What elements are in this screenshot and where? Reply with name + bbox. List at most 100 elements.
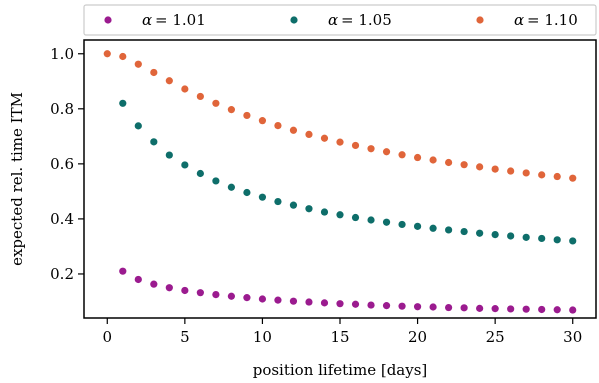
series-3 xyxy=(103,50,577,182)
data-point xyxy=(227,183,235,191)
legend-entry: α = 1.10 xyxy=(476,11,578,29)
data-point xyxy=(367,216,375,224)
data-point xyxy=(336,211,344,219)
data-point xyxy=(398,220,406,229)
data-point xyxy=(150,68,158,77)
data-point xyxy=(119,267,127,275)
data-point xyxy=(165,284,173,292)
data-point xyxy=(522,169,530,177)
series-2 xyxy=(119,99,577,245)
data-point xyxy=(569,237,577,245)
data-points xyxy=(103,50,577,314)
legend-symbol: α xyxy=(142,11,152,29)
data-point xyxy=(569,174,577,182)
x-tick-label: 15 xyxy=(330,328,349,346)
data-point xyxy=(553,172,561,181)
x-tick-label: 20 xyxy=(408,328,427,346)
data-point xyxy=(320,134,329,142)
data-point xyxy=(336,300,344,308)
data-point xyxy=(382,218,391,226)
data-point xyxy=(445,303,453,312)
data-point xyxy=(413,222,422,230)
series-1 xyxy=(119,267,577,314)
data-point xyxy=(382,302,391,310)
legend-marker xyxy=(104,16,112,24)
x-tick-label: 0 xyxy=(102,328,112,346)
data-point xyxy=(460,227,468,236)
data-point xyxy=(212,177,220,185)
x-tick-label: 30 xyxy=(563,328,582,346)
data-point xyxy=(289,201,298,209)
data-point xyxy=(491,305,499,313)
plot-frame xyxy=(83,39,597,319)
y-axis-label: expected rel. time ITM xyxy=(8,92,26,266)
data-point xyxy=(507,232,515,240)
data-point xyxy=(181,161,189,169)
data-point xyxy=(460,304,468,312)
data-point xyxy=(522,305,530,313)
data-point xyxy=(196,92,204,101)
data-point xyxy=(119,52,127,61)
data-point xyxy=(522,233,530,241)
data-point xyxy=(351,213,360,222)
data-point xyxy=(165,77,173,85)
data-point xyxy=(258,295,267,303)
data-point xyxy=(305,298,313,306)
data-point xyxy=(336,138,344,146)
legend-label: = 1.10 xyxy=(527,11,578,29)
data-point xyxy=(289,126,298,134)
data-point xyxy=(227,106,235,114)
data-point xyxy=(445,158,453,167)
data-point xyxy=(382,148,391,156)
data-point xyxy=(476,229,484,237)
data-point xyxy=(367,145,375,153)
data-point xyxy=(553,236,561,244)
legend-symbol: α xyxy=(514,11,524,29)
data-point xyxy=(119,99,127,107)
data-point xyxy=(351,300,360,308)
legend-box xyxy=(83,4,597,36)
data-point xyxy=(181,286,189,295)
data-point xyxy=(305,130,313,139)
data-point xyxy=(507,305,515,313)
y-tick-label: 0.4 xyxy=(50,210,74,228)
data-point xyxy=(258,117,267,125)
data-point xyxy=(445,226,453,234)
data-point xyxy=(274,296,282,304)
y-tick-label: 1.0 xyxy=(50,45,74,63)
data-point xyxy=(212,291,220,299)
data-point xyxy=(274,122,282,130)
data-point xyxy=(320,208,329,216)
legend-symbol: α xyxy=(328,11,338,29)
x-tick-label: 10 xyxy=(253,328,272,346)
legend-label: = 1.05 xyxy=(341,11,392,29)
data-point xyxy=(134,60,142,68)
axis-ticks: 0 5 10 15 20 25 30 0.2 0.4 0.6 0.8 1.0 xyxy=(50,45,582,346)
y-tick-label: 0.2 xyxy=(50,265,74,283)
data-point xyxy=(507,167,515,175)
data-point xyxy=(181,85,189,93)
data-point xyxy=(429,303,437,311)
data-point xyxy=(398,302,406,310)
data-point xyxy=(134,122,142,130)
data-point xyxy=(553,306,561,314)
x-tick-label: 25 xyxy=(486,328,505,346)
data-point xyxy=(103,50,111,58)
data-point xyxy=(460,161,468,169)
y-tick-label: 0.8 xyxy=(50,100,74,118)
data-point xyxy=(305,205,313,213)
data-point xyxy=(413,303,422,311)
data-point xyxy=(212,99,220,107)
data-point xyxy=(150,280,158,288)
data-point xyxy=(476,163,484,171)
data-point xyxy=(243,294,251,302)
data-point xyxy=(289,297,298,305)
data-point xyxy=(243,188,251,197)
y-tick-label: 0.6 xyxy=(50,155,74,173)
x-axis-label: position lifetime [days] xyxy=(253,361,428,379)
data-point xyxy=(165,151,173,159)
legend-marker xyxy=(476,16,484,24)
data-point xyxy=(429,156,437,164)
data-point xyxy=(243,111,251,120)
x-tick-label: 5 xyxy=(180,328,190,346)
